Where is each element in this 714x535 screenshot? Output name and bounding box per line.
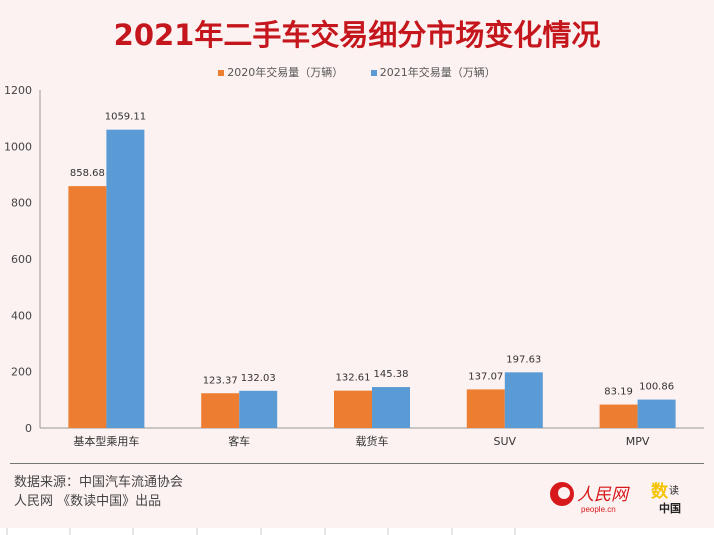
bar-2021 bbox=[504, 372, 543, 428]
data-label: 1059.11 bbox=[105, 112, 146, 123]
producer-text: 人民网 《数读中国》出品 bbox=[14, 494, 162, 509]
bar-2020 bbox=[68, 186, 107, 428]
shudu-logo-icon: 数 bbox=[651, 481, 669, 502]
x-tick-label: MPV bbox=[626, 435, 650, 448]
publisher-logos: 人民网 people.cn 数 读 中国 bbox=[550, 481, 681, 515]
data-label: 145.38 bbox=[374, 369, 409, 380]
legend-swatch bbox=[370, 70, 377, 76]
y-tick-label: 1000 bbox=[4, 140, 32, 153]
data-label: 858.68 bbox=[70, 168, 105, 179]
bar-2020 bbox=[334, 390, 372, 428]
source-text: 数据来源：中国汽车流通协会 bbox=[14, 475, 184, 490]
data-label: 137.07 bbox=[468, 371, 503, 382]
bar-2020 bbox=[599, 404, 638, 428]
data-label: 100.86 bbox=[639, 382, 674, 393]
bottom-grid bbox=[6, 528, 516, 535]
data-label: 132.03 bbox=[241, 373, 276, 384]
svg-text:people.cn: people.cn bbox=[581, 505, 616, 514]
bar-2021 bbox=[239, 390, 278, 428]
legend: 2020年交易量（万辆） 2021年交易量（万辆） bbox=[0, 64, 714, 80]
y-tick-label: 400 bbox=[11, 309, 32, 322]
data-label: 83.19 bbox=[604, 387, 633, 398]
svg-text:中国: 中国 bbox=[659, 501, 681, 515]
data-label: 123.37 bbox=[203, 375, 238, 386]
bar-2021 bbox=[106, 129, 145, 428]
chart-title: 2021年二手车交易细分市场变化情况 bbox=[113, 18, 601, 52]
x-tick-label: 客车 bbox=[228, 434, 250, 448]
people-logo-text: 人民网 bbox=[577, 485, 630, 505]
y-tick-label: 0 bbox=[25, 422, 32, 435]
y-tick-label: 200 bbox=[11, 366, 32, 379]
x-tick-label: 载货车 bbox=[356, 434, 389, 448]
legend-item-2020: 2020年交易量（万辆） bbox=[218, 64, 343, 80]
x-tick-label: 基本型乘用车 bbox=[73, 434, 139, 448]
bar-2020 bbox=[466, 389, 505, 428]
data-label: 197.63 bbox=[506, 354, 541, 365]
bar-2021 bbox=[637, 399, 676, 428]
svg-text:读: 读 bbox=[669, 484, 679, 497]
bar-2020 bbox=[201, 393, 240, 428]
legend-label: 2020年交易量（万辆） bbox=[227, 66, 344, 79]
x-tick-label: SUV bbox=[494, 435, 517, 448]
y-tick-label: 600 bbox=[11, 253, 32, 266]
bar-2021 bbox=[372, 387, 410, 428]
legend-swatch bbox=[218, 70, 225, 76]
y-tick-label: 800 bbox=[11, 197, 32, 210]
divider bbox=[10, 463, 704, 464]
y-tick-label: 1200 bbox=[4, 84, 32, 97]
legend-label: 2021年交易量（万辆） bbox=[379, 66, 496, 79]
bar-chart: 0 200 400 600 800 1000 1200 基本型乘用车 858.68 1059.11… bbox=[4, 84, 704, 448]
legend-item-2021: 2021年交易量（万辆） bbox=[370, 64, 496, 80]
data-label: 132.61 bbox=[336, 373, 371, 384]
